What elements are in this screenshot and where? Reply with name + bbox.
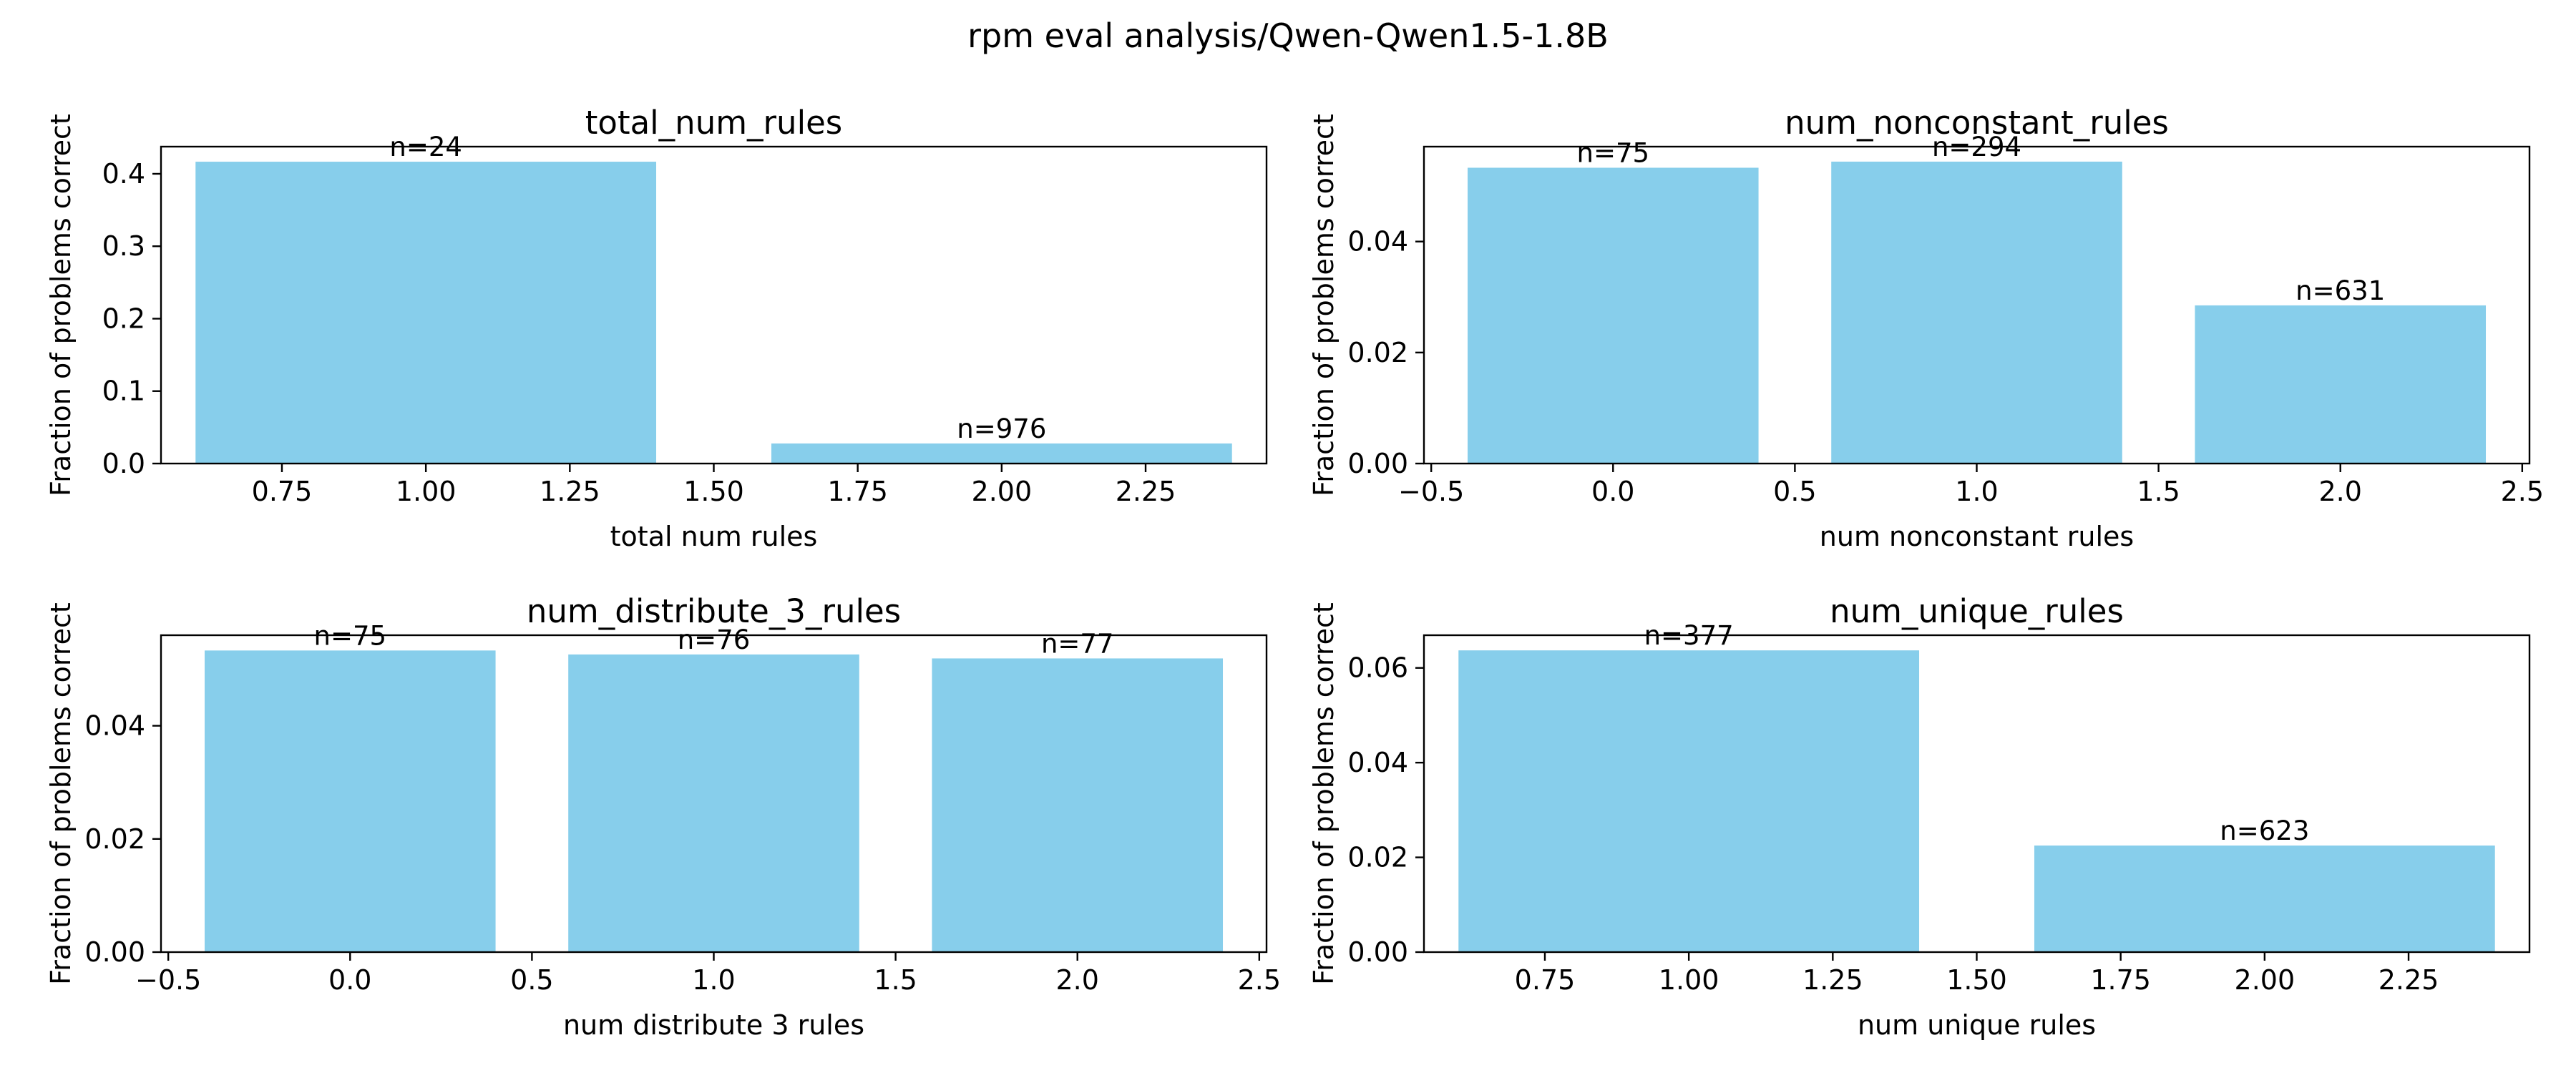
subplots: 0.75 1.00 1.25 1.50 1.75 2.00 2.25 0.0 0.1 0.2 0.3… bbox=[45, 104, 2544, 1041]
num-unique-rules-x-axis-label: num unique rules bbox=[1858, 1009, 2096, 1041]
num-distribute-3-rules-x-tick-label: 0.5 bbox=[510, 964, 553, 996]
total-num-rules-x-tick-label: 1.50 bbox=[683, 476, 744, 507]
num-distribute-3-rules-data-label: n=77 bbox=[1041, 628, 1114, 659]
num-nonconstant-rules-x-axis-label: num nonconstant rules bbox=[1820, 521, 2134, 552]
num-distribute-3-rules-bar bbox=[204, 650, 496, 952]
total-num-rules-x-tick-label: 0.75 bbox=[252, 476, 313, 507]
total-num-rules-y-tick-label: 0.2 bbox=[102, 303, 145, 334]
num-distribute-3-rules-y-tick-label: 0.02 bbox=[84, 823, 145, 855]
num-nonconstant-rules-panel: −0.5 0.0 0.5 1.0 1.5 2.0 2.5 0.00 0.02 0.04 n=75 n=… bbox=[1308, 104, 2544, 552]
num-nonconstant-rules-bar bbox=[2195, 305, 2487, 464]
num-nonconstant-rules-y-tick-label: 0.00 bbox=[1347, 448, 1408, 479]
num-distribute-3-rules-x-tick-label: 1.0 bbox=[692, 964, 735, 996]
num-distribute-3-rules-x-tick-label: 2.5 bbox=[1238, 964, 1281, 996]
num-unique-rules-x-tick-label: 1.25 bbox=[1802, 964, 1863, 996]
num-unique-rules-data-label: n=377 bbox=[1644, 620, 1734, 651]
num-distribute-3-rules-bar bbox=[932, 658, 1224, 952]
num-nonconstant-rules-x-tick-label: 1.0 bbox=[1955, 476, 1998, 507]
num-unique-rules-x-tick-label: 2.00 bbox=[2235, 964, 2296, 996]
total-num-rules-y-tick-label: 0.3 bbox=[102, 230, 145, 262]
num-distribute-3-rules-y-tick-label: 0.04 bbox=[84, 710, 145, 742]
num-distribute-3-rules-title: num_distribute_3_rules bbox=[527, 592, 901, 630]
total-num-rules-x-tick-label: 2.25 bbox=[1116, 476, 1176, 507]
num-nonconstant-rules-x-tick-label: −0.5 bbox=[1398, 476, 1464, 507]
total-num-rules-y-axis-label: Fraction of problems correct bbox=[45, 114, 77, 496]
num-unique-rules-panel: 0.75 1.00 1.25 1.50 1.75 2.00 2.25 0.00 0.02 0.04… bbox=[1308, 592, 2531, 1041]
total-num-rules-panel: 0.75 1.00 1.25 1.50 1.75 2.00 2.25 0.0 0.1 0.2 0.3… bbox=[45, 104, 1268, 552]
num-unique-rules-x-tick-label: 1.50 bbox=[1946, 964, 2007, 996]
num-unique-rules-x-tick-label: 1.75 bbox=[2090, 964, 2151, 996]
num-nonconstant-rules-y-axis-label: Fraction of problems correct bbox=[1308, 114, 1340, 496]
num-unique-rules-y-tick-label: 0.00 bbox=[1347, 936, 1408, 968]
num-nonconstant-rules-title: num_nonconstant_rules bbox=[1785, 104, 2169, 142]
num-distribute-3-rules-data-label: n=76 bbox=[678, 624, 751, 655]
num-unique-rules-bar bbox=[2034, 846, 2495, 952]
num-distribute-3-rules-x-tick-label: −0.5 bbox=[135, 964, 201, 996]
num-unique-rules-x-tick-label: 0.75 bbox=[1515, 964, 1576, 996]
total-num-rules-x-tick-label: 1.25 bbox=[540, 476, 600, 507]
figure-title: rpm eval analysis/Qwen-Qwen1.5-1.8B bbox=[967, 16, 1609, 55]
num-nonconstant-rules-x-tick-label: 0.5 bbox=[1773, 476, 1816, 507]
num-nonconstant-rules-bar bbox=[1831, 161, 2122, 464]
num-distribute-3-rules-data-label: n=75 bbox=[314, 620, 387, 651]
num-nonconstant-rules-y-tick-label: 0.02 bbox=[1347, 337, 1408, 368]
total-num-rules-x-tick-label: 1.75 bbox=[827, 476, 888, 507]
num-nonconstant-rules-y-tick-label: 0.04 bbox=[1347, 226, 1408, 258]
total-num-rules-x-tick-label: 1.00 bbox=[396, 476, 457, 507]
num-distribute-3-rules-y-axis-label: Fraction of problems correct bbox=[45, 602, 77, 985]
num-unique-rules-y-axis-label: Fraction of problems correct bbox=[1308, 602, 1340, 985]
num-nonconstant-rules-x-tick-label: 2.0 bbox=[2319, 476, 2362, 507]
num-distribute-3-rules-x-tick-label: 1.5 bbox=[874, 964, 917, 996]
total-num-rules-data-label: n=976 bbox=[957, 413, 1046, 444]
total-num-rules-data-label: n=24 bbox=[389, 132, 462, 162]
num-distribute-3-rules-y-tick-label: 0.00 bbox=[84, 936, 145, 968]
total-num-rules-y-tick-label: 0.1 bbox=[102, 376, 145, 407]
num-nonconstant-rules-x-tick-label: 0.0 bbox=[1591, 476, 1634, 507]
num-distribute-3-rules-x-axis-label: num distribute 3 rules bbox=[563, 1009, 864, 1041]
num-nonconstant-rules-data-label: n=294 bbox=[1932, 132, 2021, 162]
num-unique-rules-data-label: n=623 bbox=[2220, 815, 2309, 846]
num-unique-rules-y-tick-label: 0.06 bbox=[1347, 652, 1408, 684]
total-num-rules-x-tick-label: 2.00 bbox=[972, 476, 1033, 507]
num-unique-rules-title: num_unique_rules bbox=[1830, 592, 2124, 630]
total-num-rules-x-axis-label: total num rules bbox=[610, 521, 818, 552]
num-distribute-3-rules-panel: −0.5 0.0 0.5 1.0 1.5 2.0 2.5 0.00 0.02 0.04 n=75 n=… bbox=[45, 592, 1281, 1041]
num-unique-rules-bar bbox=[1458, 650, 1920, 952]
num-distribute-3-rules-x-tick-label: 0.0 bbox=[328, 964, 371, 996]
total-num-rules-y-tick-label: 0.4 bbox=[102, 158, 145, 190]
num-nonconstant-rules-bar bbox=[1467, 167, 1759, 464]
num-unique-rules-x-tick-label: 1.00 bbox=[1659, 964, 1719, 996]
total-num-rules-y-tick-label: 0.0 bbox=[102, 448, 145, 479]
num-distribute-3-rules-bar bbox=[568, 654, 859, 952]
num-nonconstant-rules-data-label: n=75 bbox=[1577, 137, 1650, 168]
total-num-rules-bar bbox=[195, 162, 657, 464]
num-nonconstant-rules-data-label: n=631 bbox=[2296, 275, 2385, 306]
num-unique-rules-y-tick-label: 0.02 bbox=[1347, 842, 1408, 873]
num-distribute-3-rules-x-tick-label: 2.0 bbox=[1056, 964, 1099, 996]
num-nonconstant-rules-x-tick-label: 2.5 bbox=[2501, 476, 2544, 507]
num-unique-rules-y-tick-label: 0.04 bbox=[1347, 747, 1408, 778]
total-num-rules-title: total_num_rules bbox=[585, 104, 842, 142]
num-nonconstant-rules-x-tick-label: 1.5 bbox=[2137, 476, 2180, 507]
total-num-rules-bar bbox=[771, 443, 1232, 464]
num-unique-rules-x-tick-label: 2.25 bbox=[2379, 964, 2439, 996]
